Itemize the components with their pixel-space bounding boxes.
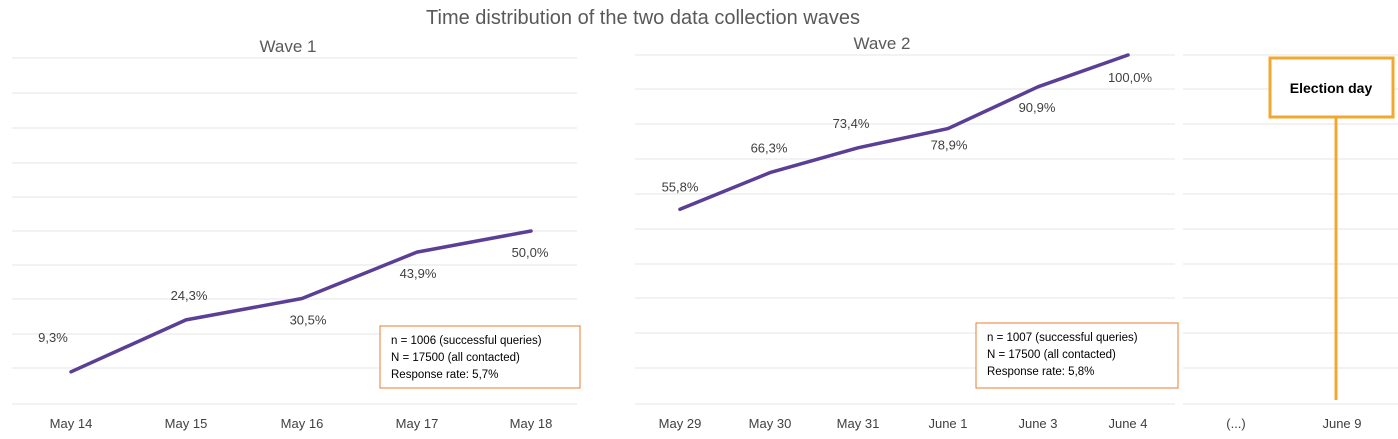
info-box-line: N = 17500 (all contacted) — [391, 352, 520, 364]
data-label: 90,9% — [1019, 100, 1056, 115]
data-label: 100,0% — [1108, 70, 1153, 85]
data-label: 9,3% — [38, 330, 68, 345]
election-day-label: Election day — [1290, 80, 1373, 96]
main-title: Time distribution of the two data collec… — [426, 7, 860, 29]
info-box — [379, 325, 581, 389]
data-label: 50,0% — [512, 245, 549, 260]
x-tick-label: June 1 — [928, 416, 967, 431]
x-tick-label: May 29 — [659, 416, 702, 431]
info-box-line: n = 1006 (successful queries) — [391, 335, 542, 347]
x-tick-label: May 14 — [50, 416, 93, 431]
x-tick-label: May 16 — [281, 416, 324, 431]
info-box-line: Response rate: 5,7% — [391, 369, 498, 381]
series-line — [69, 229, 533, 374]
wave-1-chart: Wave 1 May 14 May 15 May 16 May 17 May 18 9,3… — [12, 37, 581, 431]
election-day-box — [1268, 56, 1395, 119]
x-tick-label: June 3 — [1018, 416, 1057, 431]
data-label: 78,9% — [931, 138, 968, 153]
series-line — [678, 53, 1130, 212]
election-chart: (...) June 9 Election day — [1183, 54, 1398, 431]
data-label: 30,5% — [290, 313, 327, 328]
x-tick-label: May 17 — [396, 416, 439, 431]
info-box-line: N = 17500 (all contacted) — [987, 349, 1116, 361]
data-label: 66,3% — [751, 141, 788, 156]
x-tick-label: May 31 — [837, 416, 880, 431]
x-tick-label: (...) — [1226, 416, 1246, 431]
x-tick-label: May 30 — [749, 416, 792, 431]
data-label: 55,8% — [662, 179, 699, 194]
info-box — [975, 322, 1179, 389]
x-tick-label: May 18 — [510, 416, 553, 431]
wave-2-chart: Wave 2 May 29 May 30 May 31 June 1 June 3 Jun… — [635, 34, 1179, 431]
info-box-line: n = 1007 (successful queries) — [987, 332, 1138, 344]
wave-1-title: Wave 1 — [259, 37, 316, 56]
wave-2-title: Wave 2 — [853, 34, 910, 53]
data-label: 73,4% — [833, 116, 870, 131]
x-tick-label: May 15 — [165, 416, 208, 431]
x-tick-label: June 4 — [1108, 416, 1147, 431]
data-label: 24,3% — [171, 288, 208, 303]
info-box-line: Response rate: 5,8% — [987, 366, 1094, 378]
data-label: 43,9% — [400, 266, 437, 281]
x-tick-label: June 9 — [1322, 416, 1361, 431]
